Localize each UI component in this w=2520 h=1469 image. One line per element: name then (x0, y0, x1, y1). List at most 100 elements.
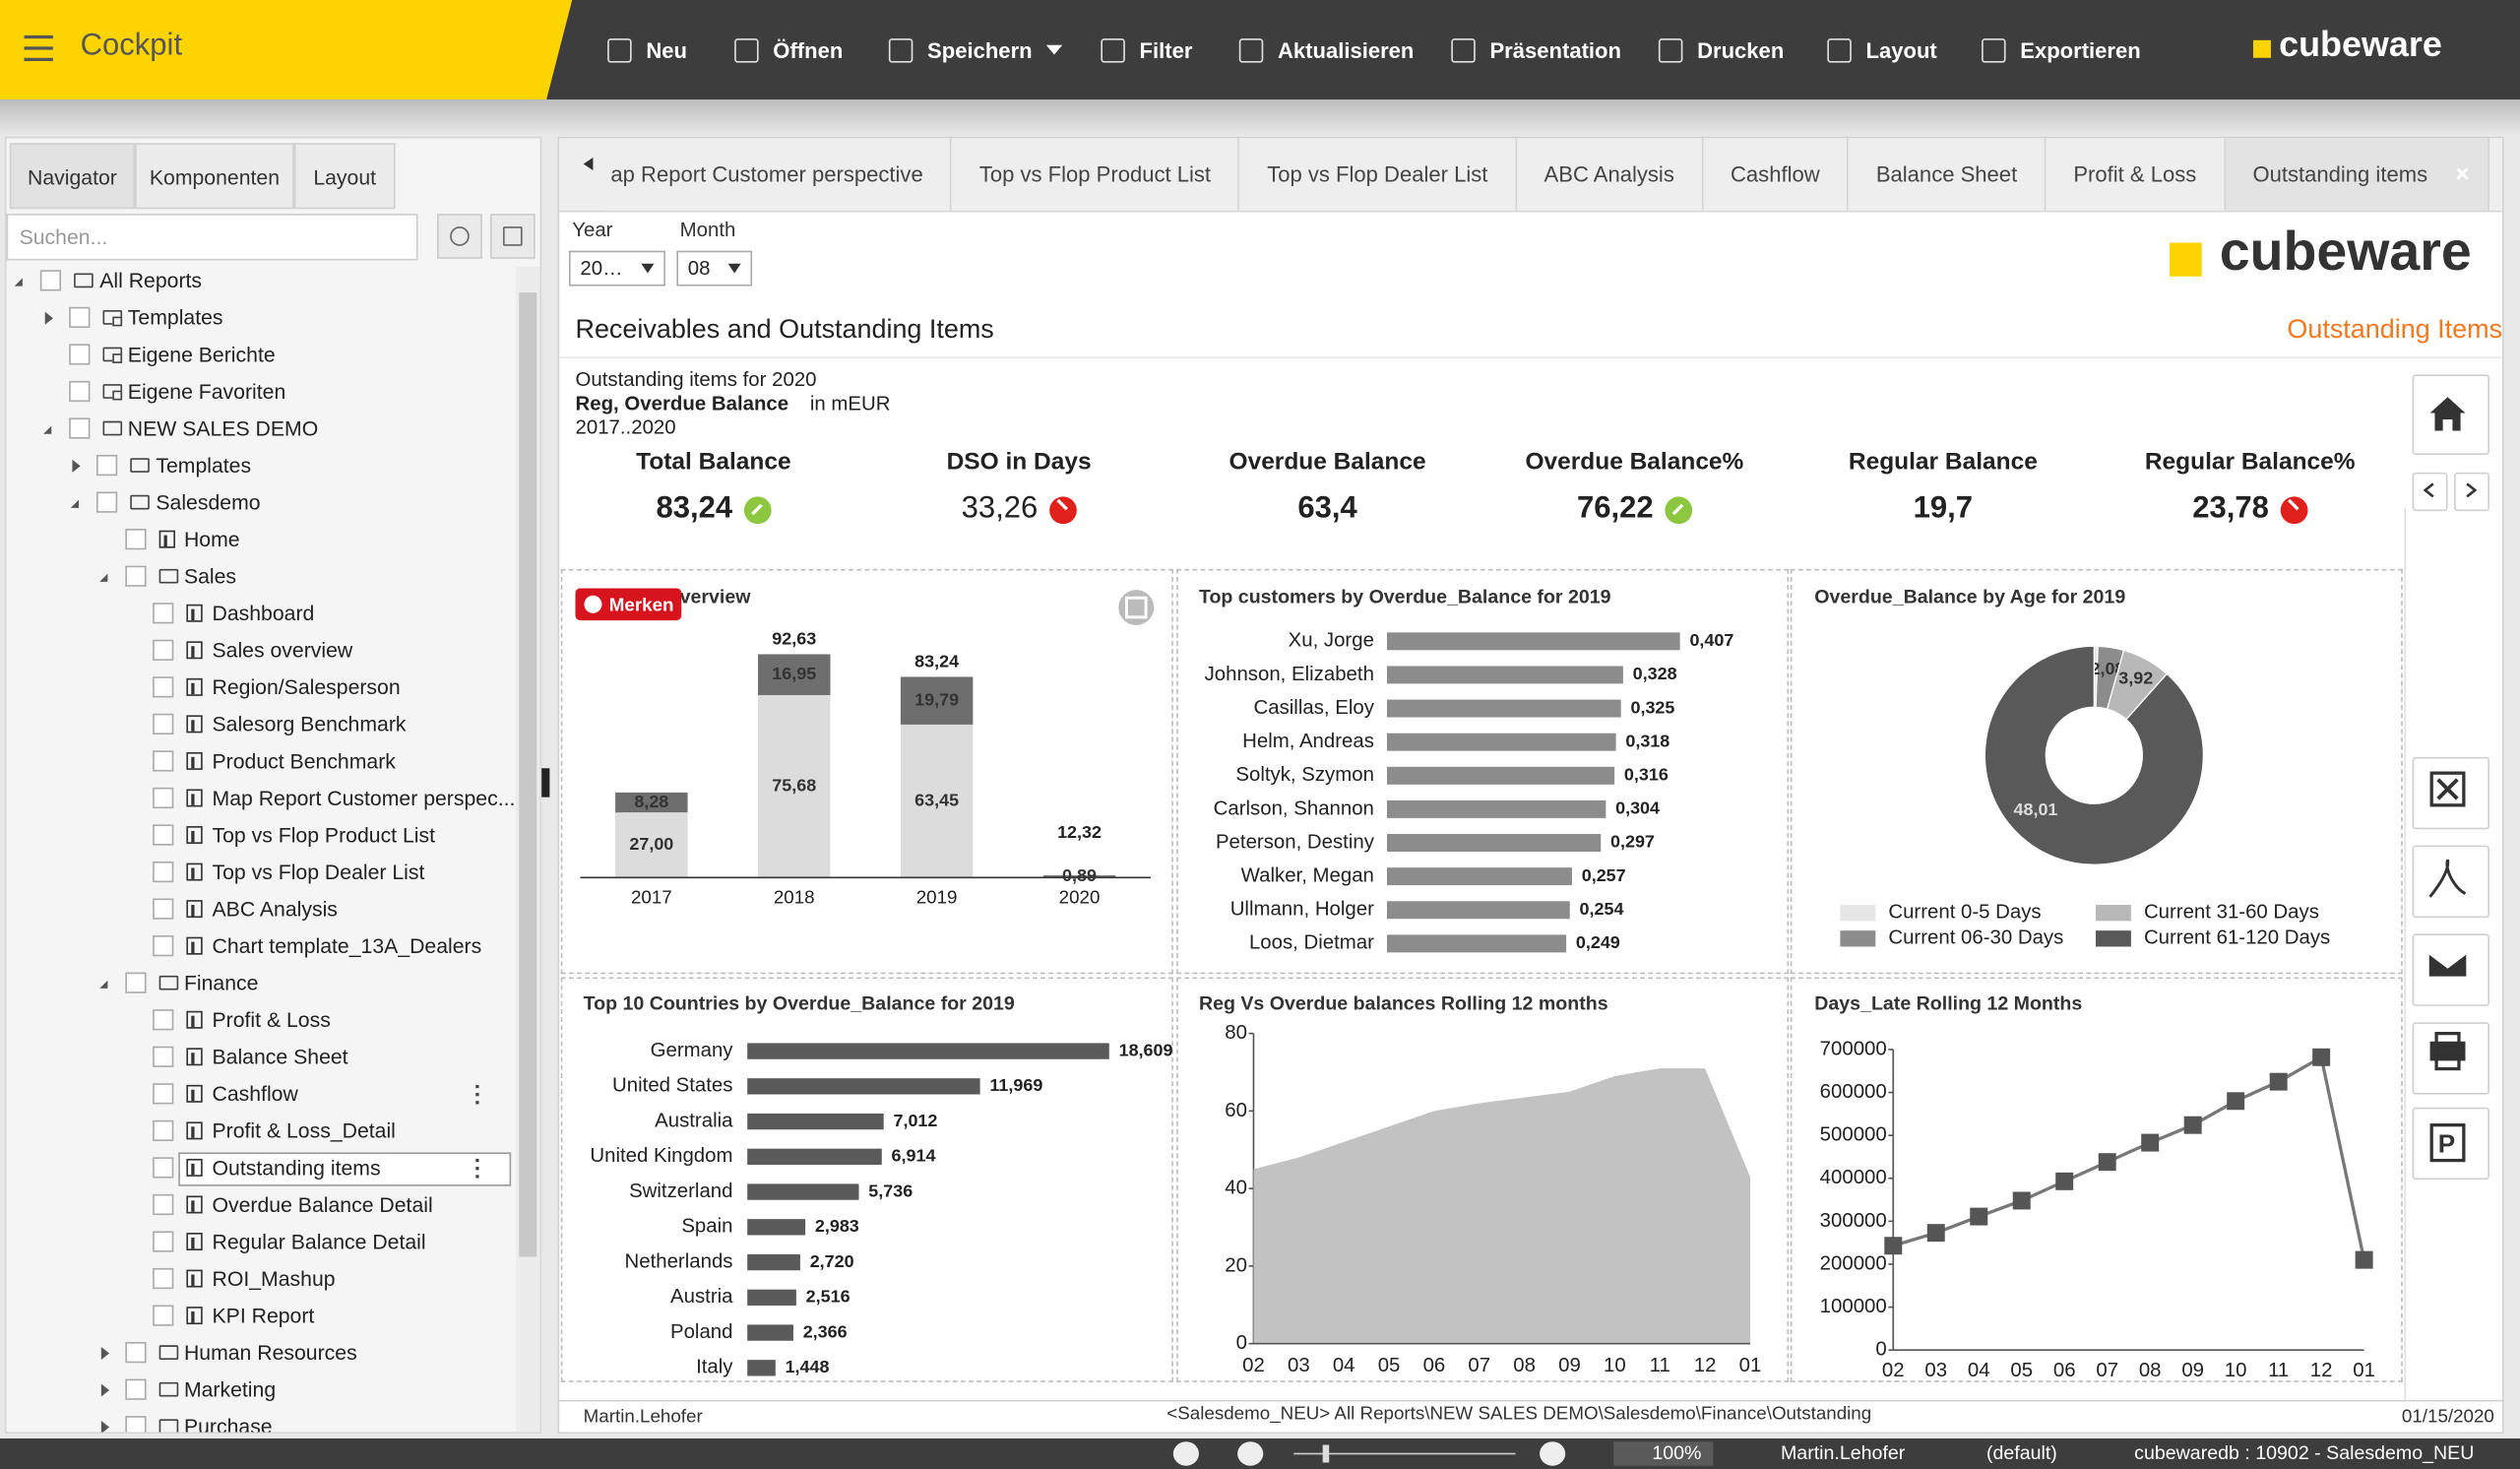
navigator-tab[interactable]: Komponenten (135, 143, 294, 210)
toolbar-button[interactable]: Layout (1827, 23, 1937, 78)
pdf-export-button[interactable] (2412, 845, 2489, 919)
tree-checkbox[interactable] (153, 1157, 174, 1179)
tree-checkbox[interactable] (95, 491, 118, 513)
tree-label[interactable]: Salesdemo (156, 489, 261, 515)
tree-checkbox[interactable] (124, 1342, 146, 1364)
tree-checkbox[interactable] (95, 454, 118, 477)
tree-checkbox[interactable] (153, 1231, 174, 1252)
tree-label[interactable]: Map Report Customer perspec... (212, 786, 516, 810)
mail-button[interactable] (2412, 933, 2489, 1006)
tree-label[interactable]: KPI Report (212, 1303, 315, 1328)
tree-label[interactable]: Finance (183, 970, 259, 995)
tree-label[interactable]: Product Benchmark (212, 748, 396, 774)
tree-label[interactable]: Sales (183, 563, 237, 589)
tree-label[interactable]: Profit & Loss (212, 1007, 331, 1032)
report-tab[interactable]: Top vs Flop Dealer List (1239, 138, 1517, 211)
filter-dropdown[interactable]: 20… (568, 250, 665, 287)
tree-checkbox[interactable] (153, 935, 174, 957)
tree-checkbox[interactable] (153, 603, 174, 624)
tree-label[interactable]: Marketing (183, 1376, 277, 1402)
report-tab[interactable]: Profit & Loss (2046, 138, 2226, 211)
tree-label[interactable]: Sales overview (212, 638, 353, 663)
tree-checkbox[interactable] (68, 417, 90, 439)
tree-checkbox[interactable] (39, 270, 62, 291)
tree-checkbox[interactable] (153, 1083, 174, 1105)
tree-label[interactable]: Outstanding items (212, 1155, 381, 1181)
tree-label[interactable]: Purchase (183, 1414, 273, 1435)
menu-button[interactable] (16, 28, 61, 69)
navigator-tab[interactable]: Layout (293, 143, 396, 210)
tree-checkbox[interactable] (68, 380, 90, 403)
collapse-button[interactable] (489, 214, 536, 259)
tree-label[interactable]: Templates (127, 305, 223, 330)
tree-label[interactable]: Top vs Flop Product List (212, 822, 436, 848)
tree-label[interactable]: Dashboard (212, 601, 315, 625)
tree-expander[interactable] (100, 1383, 109, 1397)
tree-label[interactable]: Home (183, 527, 240, 551)
tree-checkbox[interactable] (153, 639, 174, 661)
report-tab[interactable]: Cashflow (1703, 138, 1850, 211)
report-tab[interactable]: Balance Sheet (1849, 138, 2047, 211)
report-tab[interactable]: Top vs Flop Product List (952, 138, 1240, 211)
tree-label[interactable]: Eigene Berichte (127, 342, 276, 367)
tree-checkbox[interactable] (153, 1009, 174, 1031)
tree-expander[interactable] (72, 459, 81, 473)
tree-label[interactable]: All Reports (99, 268, 203, 293)
tree-label[interactable]: Templates (156, 453, 252, 478)
next-button[interactable] (2454, 472, 2489, 512)
toolbar-button[interactable]: Öffnen (734, 23, 843, 78)
tree-checkbox[interactable] (124, 529, 146, 550)
prev-button[interactable] (2412, 472, 2448, 512)
tree-label[interactable]: ABC Analysis (212, 896, 338, 922)
tree-label[interactable]: Eigene Favoriten (127, 379, 286, 404)
tree-label[interactable]: Cashflow (212, 1081, 298, 1107)
tree-label[interactable]: Region/Salesperson (212, 674, 401, 700)
tree-checkbox[interactable] (153, 1119, 174, 1141)
navigator-tab[interactable]: Navigator (9, 143, 136, 210)
tree-expander[interactable] (42, 425, 51, 434)
tree-checkbox[interactable] (124, 565, 146, 587)
tree-checkbox[interactable] (153, 824, 174, 846)
tab-scroll-left[interactable] (575, 138, 600, 210)
tree-checkbox[interactable] (124, 972, 146, 993)
tab-close[interactable]: × (2455, 160, 2470, 188)
tree-checkbox[interactable] (153, 861, 174, 883)
tree-expander[interactable] (100, 1421, 109, 1433)
tree-checkbox[interactable] (153, 713, 174, 734)
tree-checkbox[interactable] (153, 750, 174, 772)
powerpoint-export-button[interactable] (2412, 1107, 2489, 1181)
tree-label[interactable]: Human Resources (183, 1340, 357, 1365)
info-button[interactable] (1172, 1441, 1199, 1466)
tree-checkbox[interactable] (153, 1193, 174, 1216)
toolbar-button[interactable]: Filter (1101, 23, 1192, 78)
tree-checkbox[interactable] (153, 676, 174, 698)
toolbar-button[interactable]: Neu (607, 23, 687, 78)
tree-label[interactable]: Salesorg Benchmark (212, 712, 407, 736)
tree-checkbox[interactable] (68, 306, 90, 329)
zoom-out-button[interactable] (1237, 1441, 1264, 1466)
toolbar-button[interactable]: Präsentation (1451, 23, 1621, 78)
toolbar-button[interactable]: Aktualisieren (1238, 23, 1414, 78)
report-tab[interactable]: ABC Analysis (1516, 138, 1704, 211)
tree-expander[interactable] (14, 278, 23, 287)
tree-checkbox[interactable] (124, 1378, 146, 1400)
tree-checkbox[interactable] (124, 1416, 146, 1433)
excel-export-button[interactable] (2412, 756, 2489, 830)
tree-checkbox[interactable] (153, 898, 174, 920)
refresh-button[interactable] (437, 214, 482, 259)
home-button[interactable] (2412, 374, 2489, 455)
tree-label[interactable]: Regular Balance Detail (212, 1229, 426, 1254)
tree-checkbox[interactable] (153, 1305, 174, 1326)
tree-checkbox[interactable] (153, 1267, 174, 1290)
tree-checkbox[interactable] (153, 1046, 174, 1067)
zoom-in-button[interactable] (1540, 1441, 1566, 1466)
tree-expander[interactable] (70, 499, 79, 508)
tree-label[interactable]: ROI_Mashup (212, 1266, 336, 1291)
filter-dropdown[interactable]: 08 (676, 250, 753, 287)
report-tab[interactable]: Outstanding items × (2225, 138, 2490, 211)
tree-label[interactable]: Overdue Balance Detail (212, 1192, 433, 1217)
tree-scroll-thumb[interactable] (519, 292, 537, 1257)
tree-label[interactable]: Top vs Flop Dealer List (212, 860, 425, 884)
tree-label[interactable]: Chart template_13A_Dealers (212, 933, 482, 958)
tree-expander[interactable] (100, 1346, 109, 1360)
